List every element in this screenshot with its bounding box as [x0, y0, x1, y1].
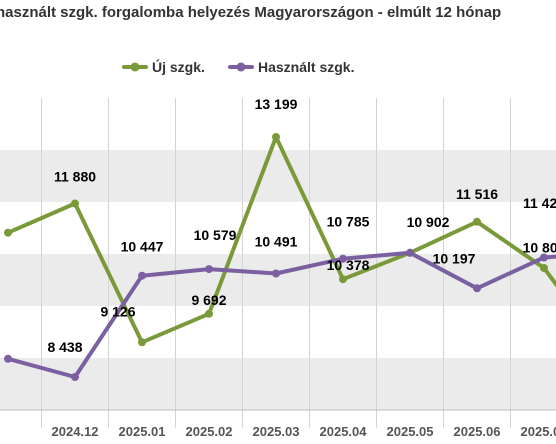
x-tick-label: 2025.05 — [387, 424, 434, 439]
chart-title: használt szgk. forgalomba helyezés Magya… — [0, 4, 501, 21]
point-new-cars[interactable] — [4, 228, 12, 237]
point-new-cars[interactable] — [138, 338, 146, 347]
point-used-cars[interactable] — [540, 253, 548, 262]
data-label: 10 785 — [327, 214, 370, 230]
point-new-cars[interactable] — [473, 217, 481, 226]
series-points — [4, 133, 548, 381]
point-new-cars[interactable] — [205, 309, 213, 318]
data-label: 8 438 — [47, 339, 82, 355]
point-new-cars[interactable] — [339, 275, 347, 284]
data-label: 10 447 — [121, 239, 164, 255]
point-used-cars[interactable] — [138, 271, 146, 280]
grid-band — [0, 306, 556, 358]
legend-item-new-cars[interactable]: Új szgk. — [122, 58, 205, 75]
data-label: 10 809 — [523, 240, 556, 256]
data-label: 10 579 — [194, 227, 237, 243]
data-label: 9 692 — [191, 292, 226, 308]
point-new-cars[interactable] — [272, 133, 280, 141]
series-line-new-cars — [6, 135, 556, 345]
x-axis-ticks: 2024.12 2025.01 2025.02 2025.03 2025.04 2025.… — [52, 424, 556, 439]
x-tick-label: 2024.12 — [52, 424, 99, 439]
data-label: 10 902 — [407, 214, 450, 230]
point-used-cars[interactable] — [205, 265, 213, 274]
x-tick-label: 2025.01 — [119, 424, 166, 439]
x-tick-label: 2025.02 — [186, 424, 233, 439]
point-used-cars[interactable] — [71, 373, 79, 381]
point-new-cars[interactable] — [71, 199, 79, 208]
data-label: 10 491 — [255, 234, 298, 250]
data-label: 9 126 — [100, 303, 135, 319]
grid-band — [0, 150, 556, 202]
series-line-used-cars — [6, 250, 556, 379]
legend: Új szgk. Használt szgk. — [122, 58, 354, 75]
legend-label-used-cars: Használt szgk. — [258, 59, 354, 75]
point-new-cars[interactable] — [540, 264, 548, 272]
data-label: 11 880 — [54, 169, 96, 185]
legend-label-new-cars: Új szgk. — [152, 58, 205, 75]
point-used-cars[interactable] — [339, 254, 347, 263]
legend-item-used-cars[interactable]: Használt szgk. — [228, 59, 354, 75]
grid-band — [0, 358, 556, 410]
legend-swatch-marker — [130, 62, 140, 72]
data-labels: 11 880 9 126 9 692 13 199 10 378 10 902 11 516… — [47, 96, 556, 355]
x-tick-label: 2025.06 — [454, 424, 501, 439]
legend-swatch-marker — [236, 62, 246, 72]
series-lines — [6, 135, 556, 379]
x-tick-label: 2025.03 — [253, 424, 300, 439]
point-used-cars[interactable] — [272, 269, 280, 278]
data-label: 10 378 — [327, 257, 370, 273]
point-used-cars[interactable] — [4, 354, 12, 363]
data-label: 10 197 — [433, 250, 476, 266]
data-label: 13 199 — [255, 96, 298, 112]
point-used-cars[interactable] — [406, 248, 414, 257]
x-tick-label: 2025.07 — [521, 424, 556, 439]
data-label: 11 421 — [523, 195, 556, 211]
data-label: 11 516 — [456, 186, 498, 202]
point-used-cars[interactable] — [473, 284, 481, 293]
x-tick-label: 2025.04 — [320, 424, 368, 439]
vertical-gridlines — [41, 98, 511, 428]
